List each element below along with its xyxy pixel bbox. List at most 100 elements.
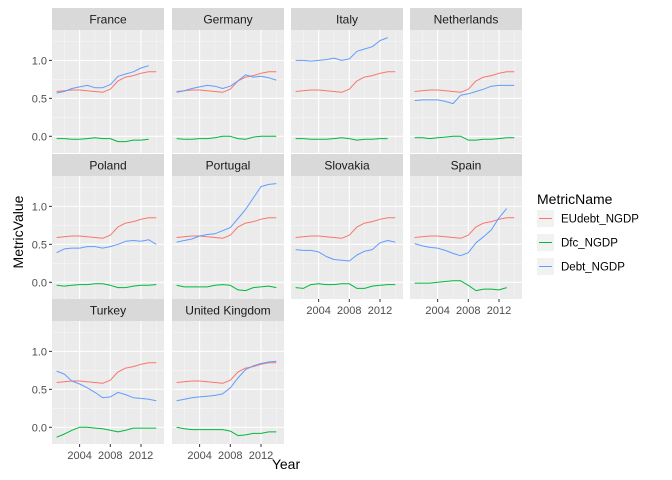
series-line-debt-ngdp — [176, 360, 277, 402]
x-tick-label: 2004 — [187, 450, 211, 462]
panel-background — [172, 176, 284, 299]
y-tick-label: 1.0 — [32, 55, 47, 67]
series-line-dfc-ngdp — [56, 137, 149, 143]
facet-strip — [172, 299, 284, 321]
series-line-debt-ngdp — [176, 183, 277, 243]
facet-germany: Germany — [172, 8, 284, 153]
facet-italy: Italy — [291, 8, 403, 153]
series-line-eudebt-ngdp — [176, 362, 277, 384]
facet-strip-label: Netherlands — [434, 13, 499, 27]
y-tick-label: 0.5 — [32, 93, 47, 105]
facet-strip — [172, 8, 284, 30]
facet-poland: Poland 0.0 0.5 1.0 — [32, 154, 164, 299]
panel-background — [52, 176, 164, 299]
x-tick-label: 2008 — [98, 450, 122, 462]
x-tick-label: 2004 — [306, 305, 330, 317]
panel-background — [410, 30, 522, 153]
series-line-debt-ngdp — [414, 208, 508, 257]
series-line-debt-ngdp — [56, 65, 149, 94]
series-line-debt-ngdp — [414, 84, 515, 105]
y-tick-label: 0.0 — [32, 131, 47, 143]
facet-strip-label: Poland — [89, 159, 126, 173]
series-line-dfc-ngdp — [56, 283, 157, 289]
y-tick-label: 0.5 — [32, 384, 47, 396]
y-tick-label: 1.0 — [32, 346, 47, 358]
x-tick-label: 2008 — [456, 305, 480, 317]
x-tick-label: 2012 — [368, 305, 392, 317]
x-tick-label: 2008 — [218, 450, 242, 462]
facet-panels: France 0.0 0.5 1.0 Germany Italy Netherlands Po… — [32, 8, 522, 462]
series-line-debt-ngdp — [295, 240, 396, 262]
facet-strip-label: Portugal — [206, 159, 251, 173]
panel-background — [52, 30, 164, 153]
facet-strip — [52, 154, 164, 176]
series-line-debt-ngdp — [176, 74, 277, 93]
series-line-eudebt-ngdp — [414, 71, 515, 93]
legend: MetricName EUdebt_NGDP Dfc_NGDP Debt_NGD… — [537, 191, 639, 275]
panel-background — [291, 30, 403, 153]
series-line-dfc-ngdp — [414, 135, 515, 141]
series-line-eudebt-ngdp — [176, 71, 277, 93]
series-line-eudebt-ngdp — [56, 217, 157, 239]
legend-label-debt-ngdp: Debt_NGDP — [561, 262, 625, 274]
facet-strip-label: Italy — [336, 13, 358, 27]
series-line-debt-ngdp — [56, 370, 157, 402]
panel-background — [291, 176, 403, 299]
series-line-dfc-ngdp — [295, 137, 388, 141]
facet-spain: Spain 2004 2008 2012 — [410, 154, 522, 317]
x-tick-label: 2008 — [337, 305, 361, 317]
series-line-eudebt-ngdp — [295, 217, 396, 239]
series-line-dfc-ngdp — [176, 426, 277, 437]
x-tick-label: 2012 — [249, 450, 273, 462]
facet-strip — [52, 8, 164, 30]
facet-strip-label: Spain — [451, 159, 482, 173]
x-tick-label: 2012 — [487, 305, 511, 317]
x-tick-label: 2004 — [67, 450, 91, 462]
series-line-debt-ngdp — [295, 37, 388, 62]
series-line-dfc-ngdp — [56, 426, 157, 438]
series-line-dfc-ngdp — [176, 135, 277, 140]
x-tick-label: 2012 — [129, 450, 153, 462]
x-tick-label: 2004 — [425, 305, 449, 317]
facet-strip — [172, 154, 284, 176]
facet-netherlands: Netherlands — [410, 8, 522, 153]
legend-item-eudebt-ngdp: EUdebt_NGDP — [537, 210, 639, 227]
y-tick-label: 1.0 — [32, 201, 47, 213]
facet-france: France 0.0 0.5 1.0 — [32, 8, 164, 153]
facet-strip-label: France — [89, 13, 127, 27]
facet-strip-label: United Kingdom — [185, 304, 270, 318]
y-axis-title: MetricValue — [10, 195, 26, 268]
panel-background — [172, 30, 284, 153]
facet-united-kingdom: United Kingdom 2004 2008 2012 — [172, 299, 284, 462]
facet-slovakia: Slovakia 2004 2008 2012 — [291, 154, 403, 317]
legend-label-eudebt-ngdp: EUdebt_NGDP — [561, 214, 639, 226]
series-line-debt-ngdp — [56, 239, 157, 254]
series-line-eudebt-ngdp — [56, 71, 157, 93]
facet-strip — [410, 8, 522, 30]
y-tick-label: 0.0 — [32, 277, 47, 289]
panel-background — [52, 321, 164, 444]
legend-item-dfc-ngdp: Dfc_NGDP — [537, 234, 618, 251]
series-line-dfc-ngdp — [176, 284, 277, 292]
legend-title: MetricName — [537, 191, 613, 207]
facet-strip-label: Turkey — [90, 304, 126, 318]
facet-strip — [410, 154, 522, 176]
series-line-eudebt-ngdp — [295, 71, 396, 93]
legend-item-debt-ngdp: Debt_NGDP — [537, 258, 625, 275]
facet-strip — [291, 154, 403, 176]
y-tick-label: 0.0 — [32, 422, 47, 434]
facet-strip — [291, 8, 403, 30]
facet-strip-label: Germany — [203, 13, 252, 27]
series-line-dfc-ngdp — [295, 283, 396, 289]
facet-portugal: Portugal — [172, 154, 284, 299]
facet-turkey: Turkey 0.0 0.5 1.0 2004 2008 2012 — [32, 299, 164, 462]
legend-label-dfc-ngdp: Dfc_NGDP — [561, 238, 618, 250]
facet-strip-label: Slovakia — [324, 159, 370, 173]
series-line-dfc-ngdp — [414, 280, 507, 292]
panel-background — [410, 176, 522, 299]
series-line-eudebt-ngdp — [176, 217, 277, 239]
facet-strip — [52, 299, 164, 321]
panel-background — [172, 321, 284, 444]
x-axis-title: Year — [272, 456, 301, 472]
